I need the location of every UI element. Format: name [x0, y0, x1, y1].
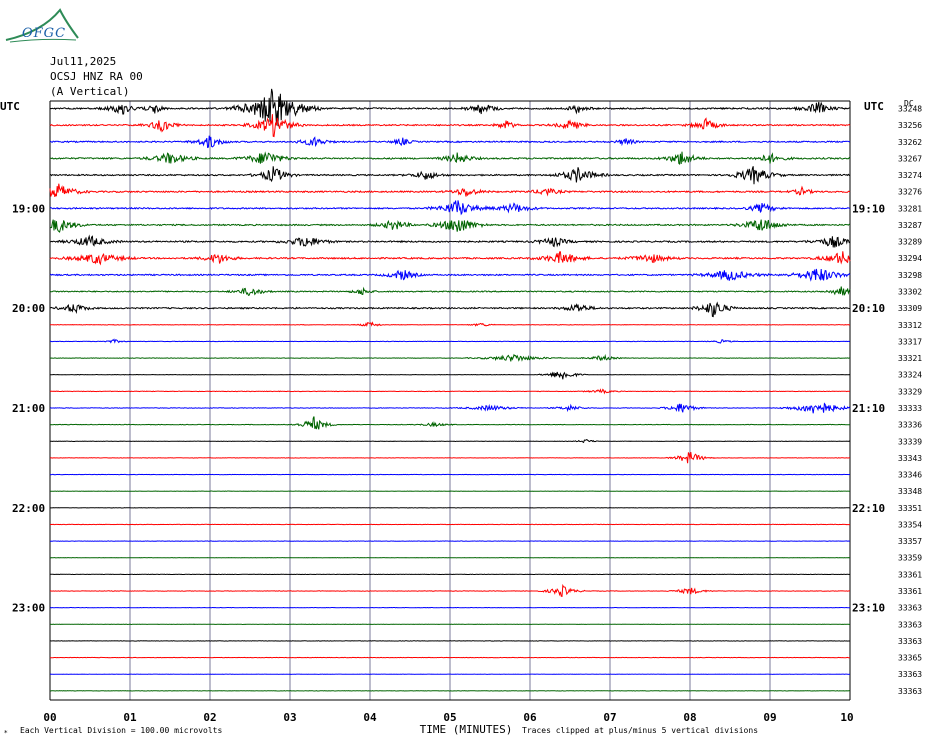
- trace-row-4: [49, 166, 851, 185]
- dc-offset-label: 33363: [898, 620, 922, 629]
- x-tick-label: 02: [203, 711, 216, 724]
- dc-offset-label: 33351: [898, 504, 922, 513]
- dc-offset-label: 33343: [898, 454, 922, 463]
- dc-offset-label: 33262: [898, 138, 922, 147]
- logo-text: OFGC: [22, 26, 67, 41]
- dc-offset-label: 33289: [898, 238, 922, 247]
- trace-row-12: [50, 301, 850, 318]
- dc-offset-label: 33298: [898, 271, 922, 280]
- trace-row-5: [49, 183, 851, 198]
- trace-row-13: [49, 321, 851, 328]
- dc-offset-label: 33256: [898, 121, 922, 130]
- dc-offset-label: 33363: [898, 637, 922, 646]
- trace-row-6: [49, 200, 851, 216]
- right-hour-label: 22:10: [852, 502, 885, 515]
- x-tick-label: 04: [363, 711, 377, 724]
- dc-offset-label: 33361: [898, 587, 922, 596]
- dc-offset-label: 33274: [898, 171, 922, 180]
- right-hour-label: 19:10: [852, 202, 885, 215]
- trace-row-14: [50, 338, 851, 344]
- dc-header: DC: [904, 99, 914, 108]
- dc-offset-label: 33363: [898, 687, 922, 696]
- header-component: (A Vertical): [50, 85, 130, 98]
- trace-row-16: [50, 371, 851, 380]
- left-hour-label: 22:00: [12, 502, 45, 515]
- logo-swoosh-icon: [5, 8, 79, 43]
- right-hour-label: 21:10: [852, 402, 885, 415]
- trace-row-17: [49, 388, 850, 395]
- trace-row-1: [49, 114, 851, 138]
- dc-offset-label: 33361: [898, 570, 922, 579]
- x-tick-label: 01: [123, 711, 137, 724]
- trace-row-20: [49, 439, 851, 444]
- dc-offset-label: 33294: [898, 254, 922, 263]
- trace-row-3: [49, 151, 851, 165]
- dc-offset-label: 33267: [898, 154, 922, 163]
- left-utc-label: UTC: [0, 100, 20, 113]
- trace-row-19: [49, 416, 851, 430]
- trace-row-18: [49, 402, 851, 414]
- x-tick-label: 05: [443, 711, 456, 724]
- dc-offset-label: 33365: [898, 654, 922, 663]
- dc-offset-label: 33287: [898, 221, 922, 230]
- trace-row-9: [49, 251, 851, 266]
- dc-offset-label: 33354: [898, 520, 922, 529]
- dc-offset-label: 33276: [898, 188, 922, 197]
- trace-row-8: [50, 234, 851, 248]
- left-hour-label: 20:00: [12, 302, 45, 315]
- trace-row-7: [49, 219, 851, 233]
- right-hour-label: 20:10: [852, 302, 885, 315]
- trace-row-0: [49, 88, 851, 127]
- dc-offset-label: 33359: [898, 554, 922, 563]
- x-tick-label: 03: [283, 711, 296, 724]
- x-tick-label: 07: [603, 711, 616, 724]
- dc-offset-label: 33346: [898, 471, 922, 480]
- trace-row-10: [49, 268, 851, 282]
- right-hour-label: 23:10: [852, 602, 885, 615]
- x-tick-label: 00: [43, 711, 56, 724]
- dc-offset-label: 33302: [898, 288, 922, 297]
- trace-row-15: [49, 353, 851, 362]
- dc-offset-label: 33312: [898, 321, 922, 330]
- right-utc-label: UTC: [864, 100, 884, 113]
- dc-offset-label: 33336: [898, 421, 922, 430]
- dc-offset-label: 33333: [898, 404, 922, 413]
- x-axis-label: TIME (MINUTES): [420, 723, 513, 736]
- dc-offset-label: 33248: [898, 104, 922, 113]
- trace-row-21: [49, 452, 850, 464]
- dc-offset-label: 33317: [898, 337, 922, 346]
- trace-row-11: [49, 286, 851, 296]
- dc-offset-label: 33309: [898, 304, 922, 313]
- footer-corner-mark: *: [4, 729, 8, 737]
- dc-offset-label: 33363: [898, 670, 922, 679]
- header-date: Jul11,2025: [50, 55, 117, 68]
- dc-offset-label: 33321: [898, 354, 922, 363]
- trace-row-2: [49, 135, 851, 149]
- dc-offset-label: 33339: [898, 437, 922, 446]
- dc-offset-label: 33324: [898, 371, 922, 380]
- x-tick-label: 08: [683, 711, 696, 724]
- trace-row-29: [49, 583, 850, 598]
- left-hour-label: 19:00: [12, 202, 45, 215]
- dc-offset-label: 33281: [898, 204, 922, 213]
- left-hour-label: 21:00: [12, 402, 45, 415]
- x-tick-label: 10: [840, 711, 853, 724]
- x-tick-label: 09: [763, 711, 776, 724]
- dc-offset-label: 33348: [898, 487, 922, 496]
- footer-scale-text: Each Vertical Division = 100.00 microvol…: [20, 726, 222, 735]
- dc-offset-label: 33363: [898, 604, 922, 613]
- dc-offset-label: 33357: [898, 537, 922, 546]
- x-tick-label: 06: [523, 711, 537, 724]
- dc-offset-label: 33329: [898, 387, 922, 396]
- footer-clip-text: Traces clipped at plus/minus 5 vertical …: [522, 726, 758, 735]
- header-station: OCSJ HNZ RA 00: [50, 70, 143, 83]
- left-hour-label: 23:00: [12, 602, 45, 615]
